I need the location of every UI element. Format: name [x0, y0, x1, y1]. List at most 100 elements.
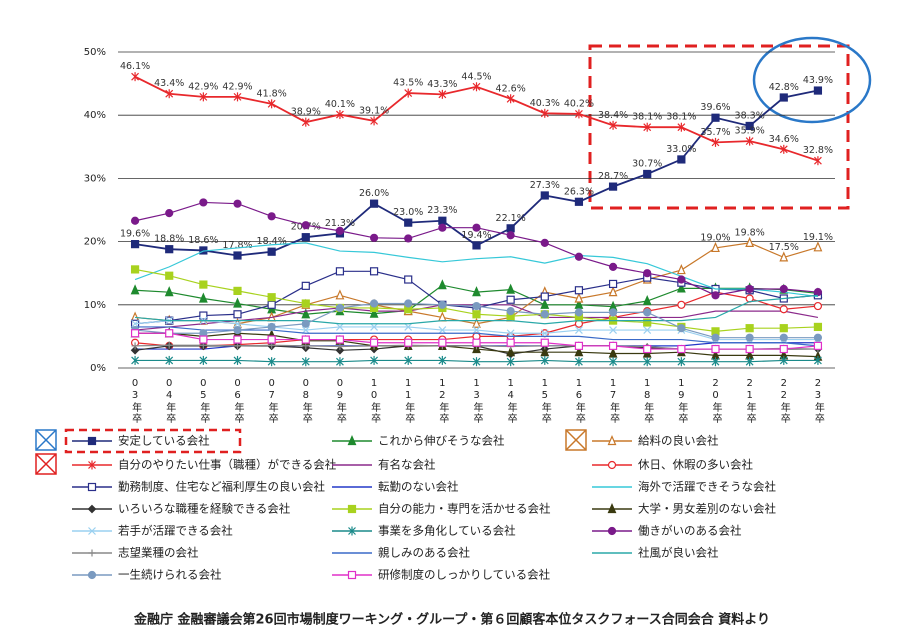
marker-part [438, 216, 447, 225]
marker [711, 357, 720, 367]
marker [609, 357, 617, 367]
data-label: 35.9% [735, 126, 765, 137]
data-label: 17.5% [769, 242, 799, 253]
marker-part [574, 252, 584, 261]
data-label: 26.0% [359, 188, 389, 199]
marker [335, 289, 345, 300]
marker [369, 233, 379, 242]
marker [199, 198, 208, 207]
marker [438, 326, 447, 335]
marker-part [165, 271, 174, 280]
marker-part [608, 347, 618, 358]
marker-part [574, 286, 584, 295]
x-tick-label: 14年卒 [505, 378, 517, 424]
data-label: 38.3% [735, 110, 765, 121]
marker-part [472, 241, 481, 250]
marker [608, 286, 618, 297]
marker-part [540, 292, 549, 301]
data-label: 28.7% [598, 171, 628, 182]
marker-part [677, 275, 686, 284]
cross-box-red [35, 453, 57, 475]
series-line [135, 294, 818, 325]
x-tick-label: 03年卒 [130, 378, 142, 424]
cross-box-blue [35, 429, 57, 451]
marker-part [779, 284, 788, 294]
marker-part [369, 307, 379, 318]
marker-part [540, 298, 550, 309]
y-tick-label: 0% [90, 363, 106, 374]
marker [574, 346, 584, 357]
marker-part [87, 570, 97, 580]
marker-part [540, 346, 550, 357]
legend-label: 志望業種の会社 [118, 546, 199, 560]
marker [233, 199, 242, 208]
marker-part [677, 300, 686, 309]
legend-label: 海外で活躍できそうな会社 [638, 480, 776, 494]
marker [643, 269, 652, 278]
data-label: 38.1% [666, 112, 696, 123]
x-tick-label: 12年卒 [437, 378, 449, 424]
marker [336, 110, 344, 120]
marker-part [369, 299, 379, 308]
marker [643, 169, 652, 179]
marker [438, 338, 447, 347]
marker [130, 216, 140, 225]
marker [506, 329, 515, 338]
marker-part [301, 233, 310, 242]
data-label: 21.3% [325, 218, 355, 229]
y-tick-label: 20% [84, 237, 106, 248]
marker-part [711, 344, 720, 354]
legend-highlight [64, 428, 242, 454]
marker [574, 252, 584, 261]
marker [677, 344, 686, 354]
marker [745, 344, 754, 354]
marker [369, 199, 379, 208]
legend-label: 自分のやりたい仕事（職種）ができる会社 [118, 458, 337, 472]
marker [267, 293, 276, 302]
data-label: 43.4% [154, 78, 184, 89]
marker [779, 251, 789, 262]
marker [609, 120, 617, 130]
marker [745, 333, 754, 342]
y-tick-label: 10% [84, 300, 106, 311]
marker [506, 295, 515, 304]
marker-part [438, 223, 447, 232]
marker-part [130, 345, 140, 355]
marker [267, 322, 276, 332]
marker-part [267, 293, 276, 302]
marker [267, 247, 276, 256]
marker [607, 526, 617, 536]
marker-part [745, 333, 754, 342]
marker [472, 338, 481, 347]
marker-part [676, 282, 686, 293]
marker-part [745, 284, 754, 294]
marker-part [779, 93, 788, 102]
marker-part [711, 333, 720, 342]
data-label: 34.6% [769, 134, 799, 145]
marker [711, 291, 720, 300]
marker-part [609, 326, 617, 335]
marker [745, 324, 754, 333]
marker-part [335, 303, 345, 313]
x-tick-label: 18年卒 [642, 378, 654, 424]
marker-part [472, 317, 481, 328]
marker [506, 231, 515, 240]
marker [643, 344, 652, 354]
marker [336, 322, 344, 331]
marker [575, 357, 583, 367]
marker [472, 241, 481, 250]
data-label: 33.0% [666, 144, 696, 155]
marker [574, 197, 584, 206]
marker-part [813, 333, 823, 342]
marker [711, 113, 720, 122]
data-label: 42.6% [496, 83, 526, 94]
marker [233, 297, 242, 308]
marker-part [199, 335, 208, 344]
marker-part [437, 279, 447, 290]
marker-part [779, 344, 788, 354]
marker [779, 333, 788, 342]
marker-part [369, 338, 379, 347]
marker-part [813, 86, 823, 95]
marker-part [233, 199, 242, 208]
x-tick-label: 06年卒 [232, 378, 244, 424]
